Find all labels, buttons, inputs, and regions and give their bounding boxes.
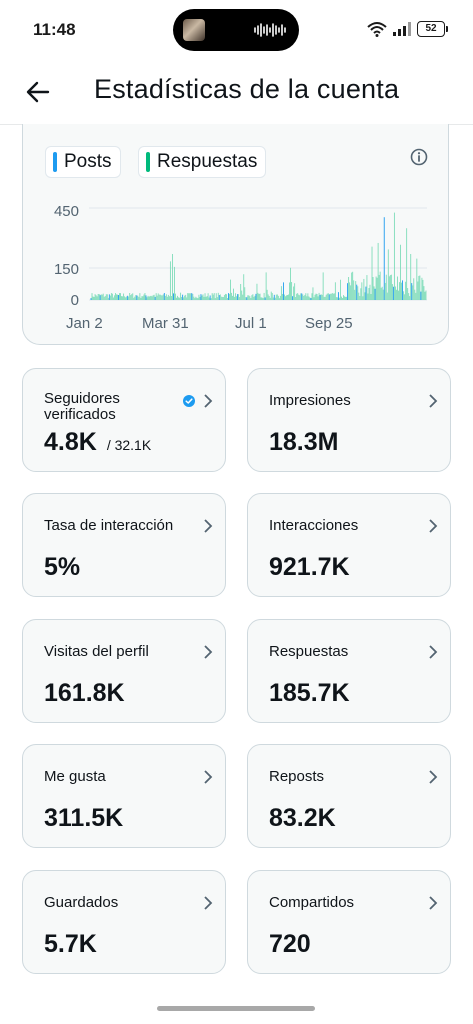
metric-card-interacciones[interactable]: Interacciones 921.7K <box>247 493 451 597</box>
chart-bars <box>90 212 427 300</box>
chevron-right-icon <box>204 519 213 533</box>
metric-label: Tasa de interacción <box>44 517 174 534</box>
legend-respuestas-label: Respuestas <box>157 151 258 172</box>
x-tick-jul1: Jul 1 <box>235 315 267 332</box>
battery-icon: 52 <box>417 21 448 37</box>
chevron-right-icon <box>204 645 213 659</box>
chevron-right-icon <box>204 770 213 784</box>
legend-respuestas-chip[interactable]: Respuestas <box>138 146 267 178</box>
chevron-right-icon <box>204 394 213 408</box>
metric-card-guardados[interactable]: Guardados 5.7K <box>22 870 226 974</box>
legend-posts-swatch <box>53 152 57 172</box>
metric-card-reposts[interactable]: Reposts 83.2K <box>247 744 451 848</box>
metric-label: Respuestas <box>269 643 349 660</box>
metric-card-compartidos[interactable]: Compartidos 720 <box>247 870 451 974</box>
metric-label: Seguidores verificados <box>44 390 120 423</box>
metric-card-me-gusta[interactable]: Me gusta 311.5K <box>22 744 226 848</box>
metric-card-tasa-de-interaccion[interactable]: Tasa de interacción 5% <box>22 493 226 597</box>
metric-value: 18.3M <box>269 428 339 456</box>
status-bar: 11:48 52 <box>0 0 473 60</box>
metric-label: Guardados <box>44 894 119 911</box>
arrow-left-icon <box>26 81 50 103</box>
verified-badge-icon <box>183 395 195 407</box>
metric-value: 185.7K <box>269 679 350 707</box>
chevron-right-icon <box>429 394 438 408</box>
legend-posts-chip[interactable]: Posts <box>45 146 121 178</box>
audio-wave-icon <box>254 23 286 37</box>
metric-label: Visitas del perfil <box>44 643 149 660</box>
metric-value: 720 <box>269 930 311 958</box>
metric-card-impresiones[interactable]: Impresiones 18.3M <box>247 368 451 472</box>
metric-label: Reposts <box>269 768 325 785</box>
back-button[interactable] <box>20 74 56 110</box>
chevron-right-icon <box>429 770 438 784</box>
metric-label: Interacciones <box>269 517 359 534</box>
metric-value: 83.2K <box>269 804 336 832</box>
chevron-right-icon <box>429 645 438 659</box>
x-tick-sep25: Sep 25 <box>305 315 353 332</box>
metric-value: 311.5K <box>44 804 124 832</box>
metric-value: 5% <box>44 553 81 581</box>
metric-label: Impresiones <box>269 392 351 409</box>
metric-value-number: 4.8K <box>44 428 97 456</box>
metric-value: 921.7K <box>269 553 350 581</box>
chevron-right-icon <box>204 896 213 910</box>
activity-chart: 450 150 0 Jan 2 Mar 31 Jul 1 Sep 25 <box>54 203 427 332</box>
info-icon[interactable] <box>410 148 428 166</box>
chevron-right-icon <box>429 519 438 533</box>
metric-value: 161.8K <box>44 679 125 707</box>
page-title: Estadísticas de la cuenta <box>94 74 400 104</box>
x-tick-mar31: Mar 31 <box>142 315 189 332</box>
metric-value: 4.8K / 32.1K <box>44 428 151 457</box>
y-tick-0: 0 <box>71 292 79 309</box>
metric-label: Compartidos <box>269 894 355 911</box>
metric-card-visitas-del-perfil[interactable]: Visitas del perfil 161.8K <box>22 619 226 723</box>
metric-value: 5.7K <box>44 930 97 958</box>
x-tick-jan2: Jan 2 <box>66 315 103 332</box>
metric-card-seguidores-verificados[interactable]: Seguidores verificados 4.8K / 32.1K <box>22 368 226 472</box>
chevron-right-icon <box>429 896 438 910</box>
wifi-icon <box>367 22 387 37</box>
metric-card-respuestas[interactable]: Respuestas 185.7K <box>247 619 451 723</box>
status-time: 11:48 <box>33 20 76 39</box>
metric-value-total: / 32.1K <box>106 437 152 453</box>
chart-card: Posts Respuestas 450 150 0 Jan 2 Mar 31 … <box>22 124 449 345</box>
legend-respuestas-swatch <box>146 152 150 172</box>
signal-icon <box>393 22 411 36</box>
media-thumbnail <box>183 19 205 41</box>
top-app-bar: Estadísticas de la cuenta <box>0 62 473 125</box>
legend-posts-label: Posts <box>64 151 112 172</box>
y-tick-150: 150 <box>54 261 79 278</box>
metric-label: Me gusta <box>44 768 106 785</box>
y-tick-450: 450 <box>54 203 79 220</box>
home-indicator[interactable] <box>157 1006 315 1011</box>
dynamic-island[interactable] <box>173 9 299 51</box>
